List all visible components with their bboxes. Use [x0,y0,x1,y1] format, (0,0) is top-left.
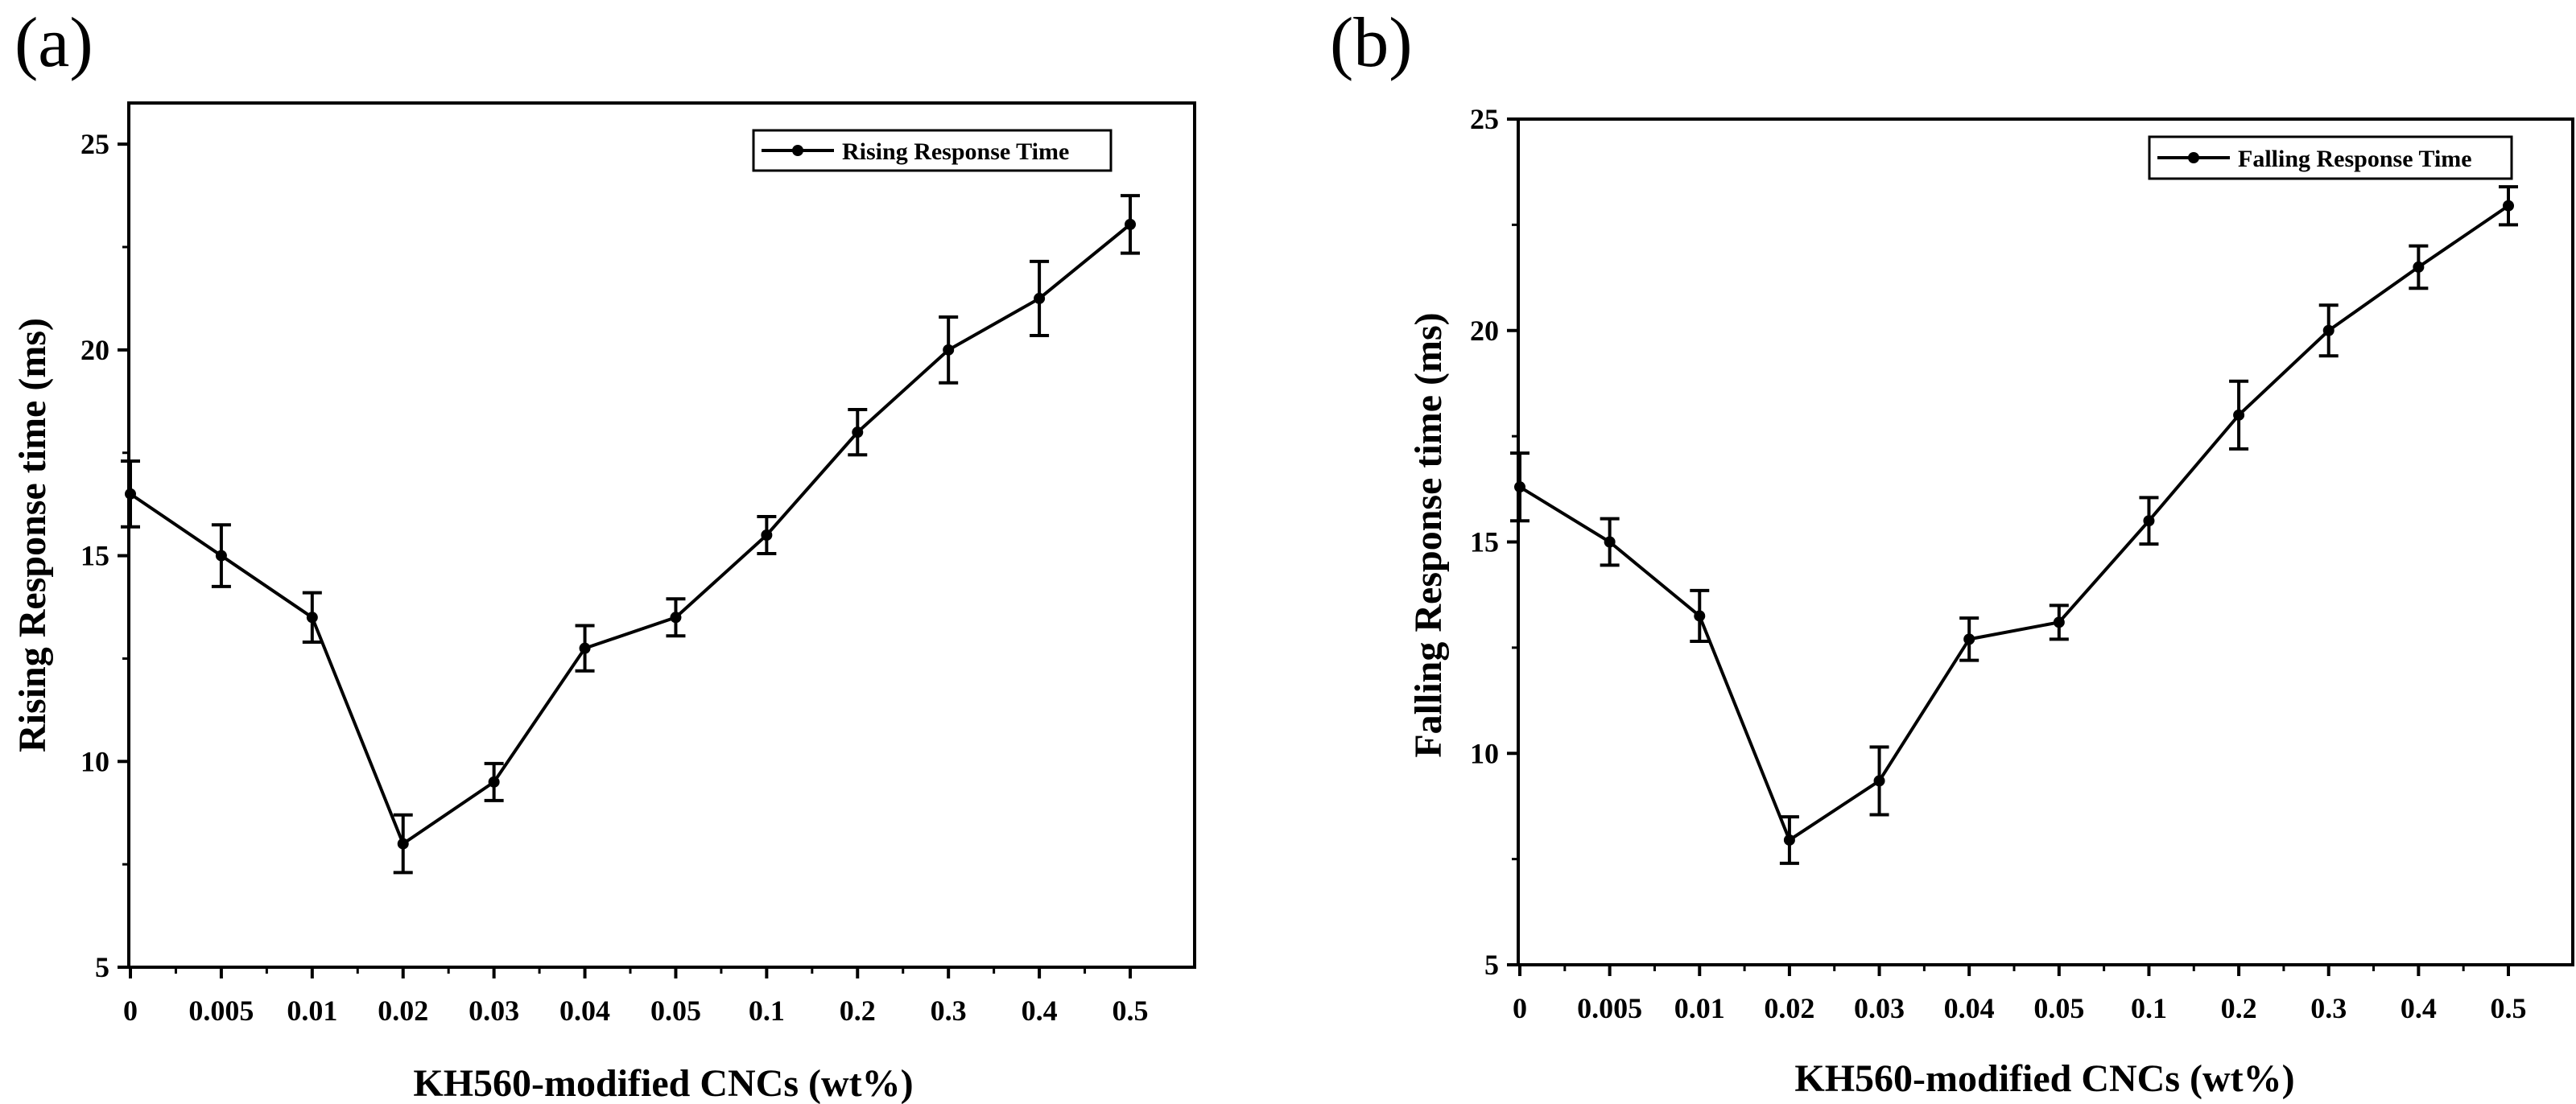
x-tick-label: 0.5 [2491,992,2527,1024]
data-point [670,612,682,624]
x-tick-label: 0.005 [1577,992,1642,1024]
data-point [397,838,409,850]
data-point [943,344,955,356]
x-tick-label: 0.01 [287,995,337,1027]
data-point [2503,200,2514,212]
y-tick-label: 20 [80,334,109,366]
data-point [1963,633,1975,645]
data-point [579,642,591,654]
x-tick-label: 0.005 [188,995,254,1027]
y-tick-label: 20 [1470,315,1499,347]
x-tick-label: 0.04 [559,995,610,1027]
x-tick-label: 0.4 [1022,995,1058,1027]
legend: Falling Response Time [2148,135,2513,180]
data-point [1125,218,1136,230]
data-point [488,776,500,788]
x-tick-label: 0.4 [2401,992,2437,1024]
y-tick-label: 25 [80,128,109,160]
x-tick-label: 0 [1513,992,1527,1024]
panel-label: (b) [1330,4,1413,82]
x-tick-label: 0.1 [2131,992,2167,1024]
data-point [761,529,773,541]
y-axis-title: Rising Response time (ms) [11,318,54,752]
y-tick-label: 15 [80,540,109,572]
data-point [852,426,864,439]
data-point [1034,292,1046,304]
x-tick-label: 0.05 [2033,992,2084,1024]
x-tick-label: 0.05 [650,995,701,1027]
data-point [2233,409,2245,421]
x-tick-label: 0.02 [1764,992,1814,1024]
data-point [2322,324,2334,336]
x-tick-label: 0.3 [2310,992,2347,1024]
y-tick-label: 10 [80,745,109,777]
x-tick-label: 0.01 [1674,992,1725,1024]
x-tick-label: 0.04 [1944,992,1995,1024]
x-tick-label: 0.3 [931,995,967,1027]
x-tick-label: 0.02 [378,995,428,1027]
data-point [2053,616,2065,628]
data-point [1514,481,1525,493]
x-axis-title: KH560-modified CNCs (wt%) [413,1062,913,1104]
data-point [1873,775,1885,787]
plot-frame [127,101,1196,969]
x-tick-label: 0.2 [2221,992,2257,1024]
y-tick-label: 5 [95,951,109,983]
legend-label: Falling Response Time [2238,146,2472,172]
x-axis-title: KH560-modified CNCs (wt%) [1794,1057,2294,1100]
chart-panel-b: (b) 5 10 15 20 25 0 0.005 0.01 0.02 0.03 0.04 0.05 0.… [1330,4,2574,1100]
legend-marker [792,145,803,156]
data-point [2143,515,2155,527]
data-point [306,612,318,624]
x-tick-label: 0.2 [840,995,876,1027]
data-point [1604,536,1616,548]
chart-panel-a: (a) 5 10 15 20 25 0 0.005 0.01 0.02 0.03 0.04 0.05 0.… [11,4,1196,1104]
x-tick-label: 0.5 [1113,995,1149,1027]
data-point [1694,610,1706,622]
data-point [2413,261,2425,273]
data-point [125,488,136,500]
legend-marker [2188,152,2199,163]
series-line [1518,204,2510,842]
x-tick-label: 0.03 [469,995,519,1027]
x-tick-label: 0.1 [749,995,785,1027]
y-tick-label: 15 [1470,526,1499,558]
legend: Rising Response Time [752,129,1113,172]
y-axis-title: Falling Response time (ms) [1407,312,1450,757]
series-line [129,223,1132,847]
data-point [1783,834,1795,846]
x-tick-label: 0 [123,995,138,1027]
y-tick-label: 25 [1470,103,1499,135]
y-tick-label: 5 [1484,949,1499,981]
y-tick-label: 10 [1470,737,1499,769]
data-point [215,550,227,562]
panel-label: (a) [14,4,93,82]
x-tick-label: 0.03 [1854,992,1905,1024]
legend-label: Rising Response Time [842,138,1069,165]
